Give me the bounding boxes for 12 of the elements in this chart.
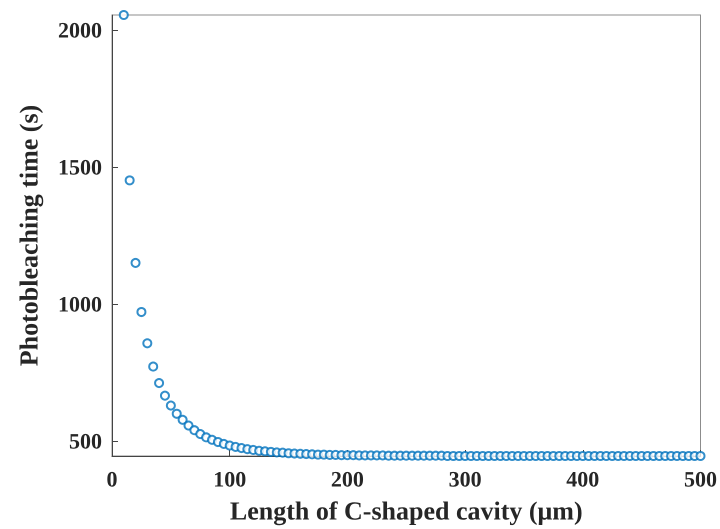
x-tick-label: 300 — [448, 466, 482, 492]
y-tick-label: 2000 — [58, 17, 102, 42]
y-tick-label: 1000 — [58, 292, 102, 317]
x-axis-title: Length of C-shaped cavity (μm) — [230, 496, 583, 526]
x-tick-label: 400 — [566, 466, 600, 492]
y-axis-title: Photobleaching time (s) — [14, 104, 44, 366]
x-tick-label: 500 — [684, 466, 717, 492]
x-tick-label: 200 — [330, 466, 364, 492]
y-tick-label: 1500 — [58, 154, 102, 180]
x-tick-label: 0 — [106, 466, 118, 492]
x-tick-label: 100 — [213, 466, 246, 492]
y-tick-label: 500 — [69, 428, 102, 454]
